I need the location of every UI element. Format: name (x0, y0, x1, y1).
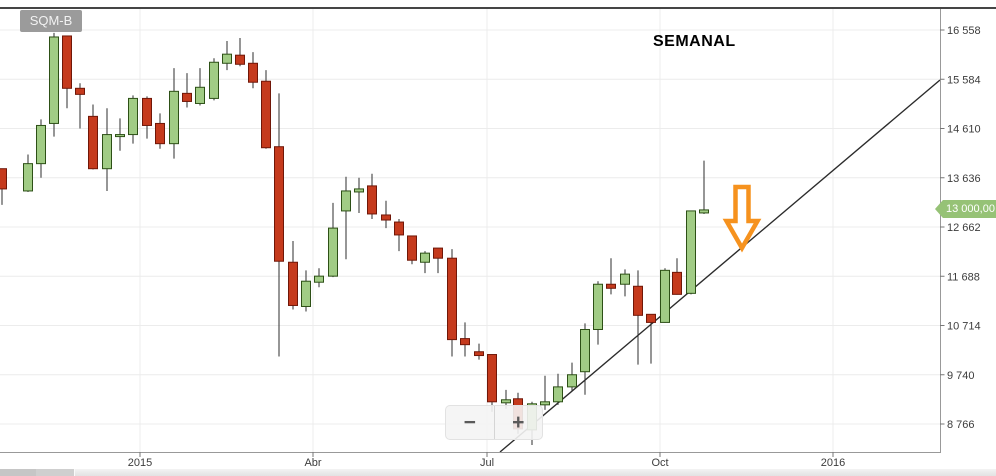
candle-down (155, 122, 165, 145)
top-border (0, 7, 996, 9)
price-tick-label: 10 714 (947, 321, 981, 333)
candle-up (301, 280, 311, 307)
candle-up (222, 53, 232, 64)
candle-down (433, 247, 443, 259)
candle-up (102, 134, 112, 170)
price-tick-label: 16 558 (947, 25, 981, 37)
price-tick-label: 11 688 (947, 271, 980, 283)
candle-up (49, 36, 59, 124)
candle-up (420, 252, 430, 263)
candle-up (567, 374, 577, 388)
candle-up (354, 188, 364, 193)
candle-up (553, 386, 563, 403)
candle-up (593, 283, 603, 330)
horizontal-scrollbar-thumb[interactable] (74, 469, 996, 476)
symbol-badge[interactable]: SQM-B (20, 10, 82, 32)
candle-up (686, 210, 696, 294)
candle-down (142, 97, 152, 126)
candle-up (341, 190, 351, 212)
candle-down (62, 35, 72, 89)
candle-up (501, 399, 511, 404)
candle-up (328, 227, 338, 277)
candle-up (540, 401, 550, 406)
time-tick-label: 2016 (821, 457, 845, 469)
candle-down (274, 146, 284, 262)
price-tick-label: 15 584 (947, 74, 981, 86)
candle-down (407, 235, 417, 261)
candle-down (646, 313, 656, 323)
candle-down (261, 80, 271, 149)
candle-down (633, 285, 643, 316)
candle-up (195, 86, 205, 104)
candle-down (248, 62, 258, 83)
candle-down (367, 185, 377, 215)
zoom-control: − + (445, 405, 543, 440)
candle-down (474, 351, 484, 357)
time-tick-label: 2015 (128, 457, 152, 469)
candle-up (620, 273, 630, 285)
candle-down (606, 283, 616, 289)
candle-up (209, 61, 219, 99)
candle-down (235, 54, 245, 65)
candle-down (381, 214, 391, 221)
down-arrow-annotation[interactable] (722, 184, 762, 253)
price-tick-label: 9 740 (947, 370, 975, 382)
candle-down (88, 115, 98, 170)
candle-down (75, 87, 85, 95)
candle-down (288, 261, 298, 306)
candle-up (128, 97, 138, 136)
horizontal-scrollbar-left-cap[interactable] (0, 469, 36, 476)
candle-down (447, 257, 457, 341)
candle-up (36, 124, 46, 165)
time-tick-label: Abr (304, 457, 321, 469)
candle-up (169, 90, 179, 145)
price-tick-label: 14 610 (947, 124, 981, 136)
candle-up (115, 134, 125, 138)
time-tick-label: Jul (480, 457, 494, 469)
candle-down (394, 221, 404, 236)
timeframe-label: SEMANAL (653, 33, 736, 50)
candle-up (660, 269, 670, 323)
price-tick-label: 8 766 (947, 419, 975, 431)
candle-down (672, 271, 682, 295)
price-tick-label: 13 636 (947, 173, 981, 185)
candle-down (460, 338, 470, 346)
candle-up (314, 275, 324, 283)
last-price-tag: 13 000,00 (935, 200, 996, 218)
time-tick-label: Oct (651, 457, 668, 469)
price-tick-label: 12 662 (947, 222, 981, 234)
candle-down (0, 168, 7, 190)
candle-down (182, 92, 192, 102)
zoom-out-button[interactable]: − (446, 406, 495, 439)
candle-up (580, 328, 590, 373)
candle-up (23, 163, 33, 192)
candle-down (487, 354, 497, 403)
trendline[interactable] (499, 79, 941, 453)
candle-up (699, 209, 709, 214)
zoom-in-button[interactable]: + (512, 410, 525, 434)
